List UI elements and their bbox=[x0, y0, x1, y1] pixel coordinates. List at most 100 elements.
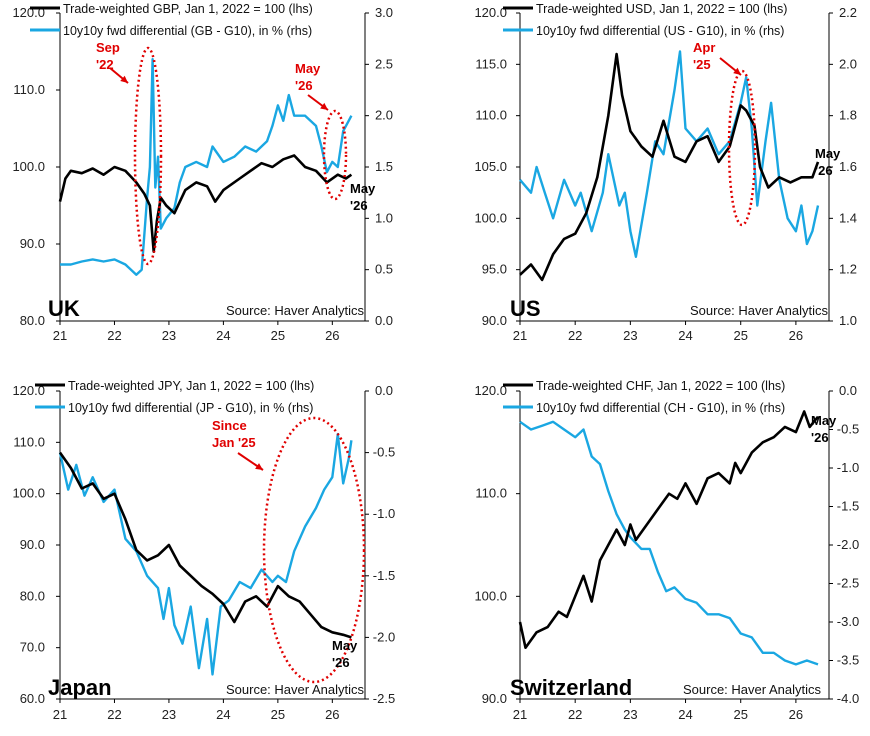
annotation-label: '26 bbox=[815, 163, 833, 178]
x-tick-label: 22 bbox=[568, 328, 582, 343]
left-tick-label: 110.0 bbox=[13, 82, 45, 97]
annotation-label: '26 bbox=[332, 655, 350, 670]
x-tick-label: 22 bbox=[568, 707, 582, 722]
country-label: Switzerland bbox=[510, 675, 632, 700]
legend-label: 10y10y fwd differential (US - G10), in %… bbox=[536, 24, 784, 38]
right-tick-label: 0.0 bbox=[375, 383, 393, 398]
left-tick-label: 80.0 bbox=[20, 313, 45, 328]
right-tick-label: 1.8 bbox=[839, 108, 857, 123]
right-tick-label: -2.5 bbox=[373, 691, 395, 706]
right-tick-label: 2.0 bbox=[839, 56, 857, 71]
left-tick-label: 120.0 bbox=[474, 5, 507, 20]
country-label: Japan bbox=[48, 675, 112, 700]
right-tick-label: 1.6 bbox=[839, 159, 857, 174]
annotation-label: '26 bbox=[295, 78, 313, 93]
right-tick-label: -3.5 bbox=[837, 653, 859, 668]
annotation-label: May bbox=[350, 181, 376, 196]
annotation-label: May bbox=[811, 413, 837, 428]
annotation-label: '26 bbox=[811, 430, 829, 445]
annotation-label: Apr bbox=[693, 40, 715, 55]
legend-label: Trade-weighted CHF, Jan 1, 2022 = 100 (l… bbox=[536, 379, 785, 393]
left-tick-label: 90.0 bbox=[482, 313, 507, 328]
series-line-10y10y-differential bbox=[60, 58, 353, 276]
x-tick-label: 26 bbox=[325, 707, 339, 722]
left-tick-label: 100.0 bbox=[12, 486, 45, 501]
series-line-trade-weighted bbox=[519, 52, 820, 282]
source-label: Source: Haver Analytics bbox=[683, 682, 822, 697]
x-tick-label: 24 bbox=[678, 707, 692, 722]
legend-label: Trade-weighted JPY, Jan 1, 2022 = 100 (l… bbox=[68, 379, 314, 393]
right-tick-label: -0.5 bbox=[837, 422, 859, 437]
x-tick-label: 23 bbox=[623, 707, 637, 722]
annotation-label: '25 bbox=[693, 57, 711, 72]
left-tick-label: 110.0 bbox=[13, 434, 45, 449]
legend-label: 10y10y fwd differential (JP - G10), in %… bbox=[68, 401, 313, 415]
series-line-trade-weighted bbox=[58, 451, 352, 639]
right-tick-label: -1.5 bbox=[837, 499, 859, 514]
x-tick-label: 25 bbox=[733, 328, 747, 343]
series-line-10y10y-differential bbox=[519, 420, 819, 666]
left-tick-label: 70.0 bbox=[20, 640, 45, 655]
x-tick-label: 24 bbox=[678, 328, 692, 343]
left-tick-label: 120.0 bbox=[474, 383, 507, 398]
x-tick-label: 26 bbox=[789, 707, 803, 722]
annotation-label: Jan '25 bbox=[212, 435, 256, 450]
left-tick-label: 105.0 bbox=[474, 159, 507, 174]
left-tick-label: 60.0 bbox=[20, 691, 45, 706]
source-label: Source: Haver Analytics bbox=[226, 682, 365, 697]
series-line-trade-weighted bbox=[518, 410, 820, 649]
annotation-label: Since bbox=[212, 418, 247, 433]
right-tick-label: 0.5 bbox=[375, 262, 393, 277]
right-tick-label: -2.0 bbox=[837, 537, 859, 552]
annotation-label: May bbox=[332, 638, 358, 653]
right-tick-label: -1.0 bbox=[373, 506, 395, 521]
annotation-dotted-ellipse bbox=[727, 69, 757, 227]
right-tick-label: 1.2 bbox=[839, 262, 857, 277]
right-tick-label: -4.0 bbox=[837, 691, 859, 706]
left-tick-label: 100.0 bbox=[474, 210, 507, 225]
annotation-label: '26 bbox=[350, 198, 368, 213]
x-tick-label: 23 bbox=[623, 328, 637, 343]
chart-panel-us: 90.0 95.0 100.0 105.0 110.0 115.0 120.0 1.0 1.2 1… bbox=[474, 2, 857, 343]
right-tick-label: -1.0 bbox=[837, 460, 859, 475]
chart-panel-uk: 80.090.0100.0110.0120.00.00.51.01.52.02.… bbox=[12, 2, 393, 343]
right-tick-label: 1.5 bbox=[375, 159, 393, 174]
annotation-arrowhead bbox=[255, 463, 263, 470]
left-tick-label: 110.0 bbox=[475, 108, 507, 123]
right-tick-label: 1.4 bbox=[839, 210, 857, 225]
right-tick-label: -1.5 bbox=[373, 568, 395, 583]
country-label: UK bbox=[48, 296, 80, 321]
left-tick-label: 100.0 bbox=[474, 588, 507, 603]
left-tick-label: 95.0 bbox=[482, 262, 507, 277]
x-tick-label: 25 bbox=[733, 707, 747, 722]
annotation-dotted-ellipse bbox=[133, 46, 163, 266]
legend-label: Trade-weighted GBP, Jan 1, 2022 = 100 (l… bbox=[63, 2, 313, 16]
right-tick-label: 1.0 bbox=[839, 313, 857, 328]
right-tick-label: 0.0 bbox=[375, 313, 393, 328]
x-tick-label: 24 bbox=[216, 328, 230, 343]
right-tick-label: 0.0 bbox=[839, 383, 857, 398]
series-line-10y10y-differential bbox=[519, 50, 820, 258]
x-tick-label: 25 bbox=[271, 328, 285, 343]
annotation-label: May bbox=[295, 61, 321, 76]
left-tick-label: 100.0 bbox=[12, 159, 45, 174]
annotation-arrowhead bbox=[120, 75, 128, 83]
x-tick-label: 25 bbox=[271, 707, 285, 722]
x-tick-label: 21 bbox=[53, 707, 67, 722]
annotation-dotted-ellipse bbox=[262, 416, 366, 684]
left-tick-label: 90.0 bbox=[482, 691, 507, 706]
right-tick-label: -2.0 bbox=[373, 629, 395, 644]
series-line-10y10y-differential bbox=[58, 432, 353, 676]
right-tick-label: -0.5 bbox=[373, 445, 395, 460]
annotation-arrowhead bbox=[320, 102, 328, 110]
x-tick-label: 23 bbox=[162, 328, 176, 343]
legend-label: 10y10y fwd differential (CH - G10), in %… bbox=[536, 401, 785, 415]
right-tick-label: -3.0 bbox=[837, 614, 859, 629]
legend-label: Trade-weighted USD, Jan 1, 2022 = 100 (l… bbox=[536, 2, 787, 16]
x-tick-label: 23 bbox=[162, 707, 176, 722]
country-label: US bbox=[510, 296, 541, 321]
x-tick-label: 24 bbox=[216, 707, 230, 722]
annotation-label: May bbox=[815, 146, 841, 161]
